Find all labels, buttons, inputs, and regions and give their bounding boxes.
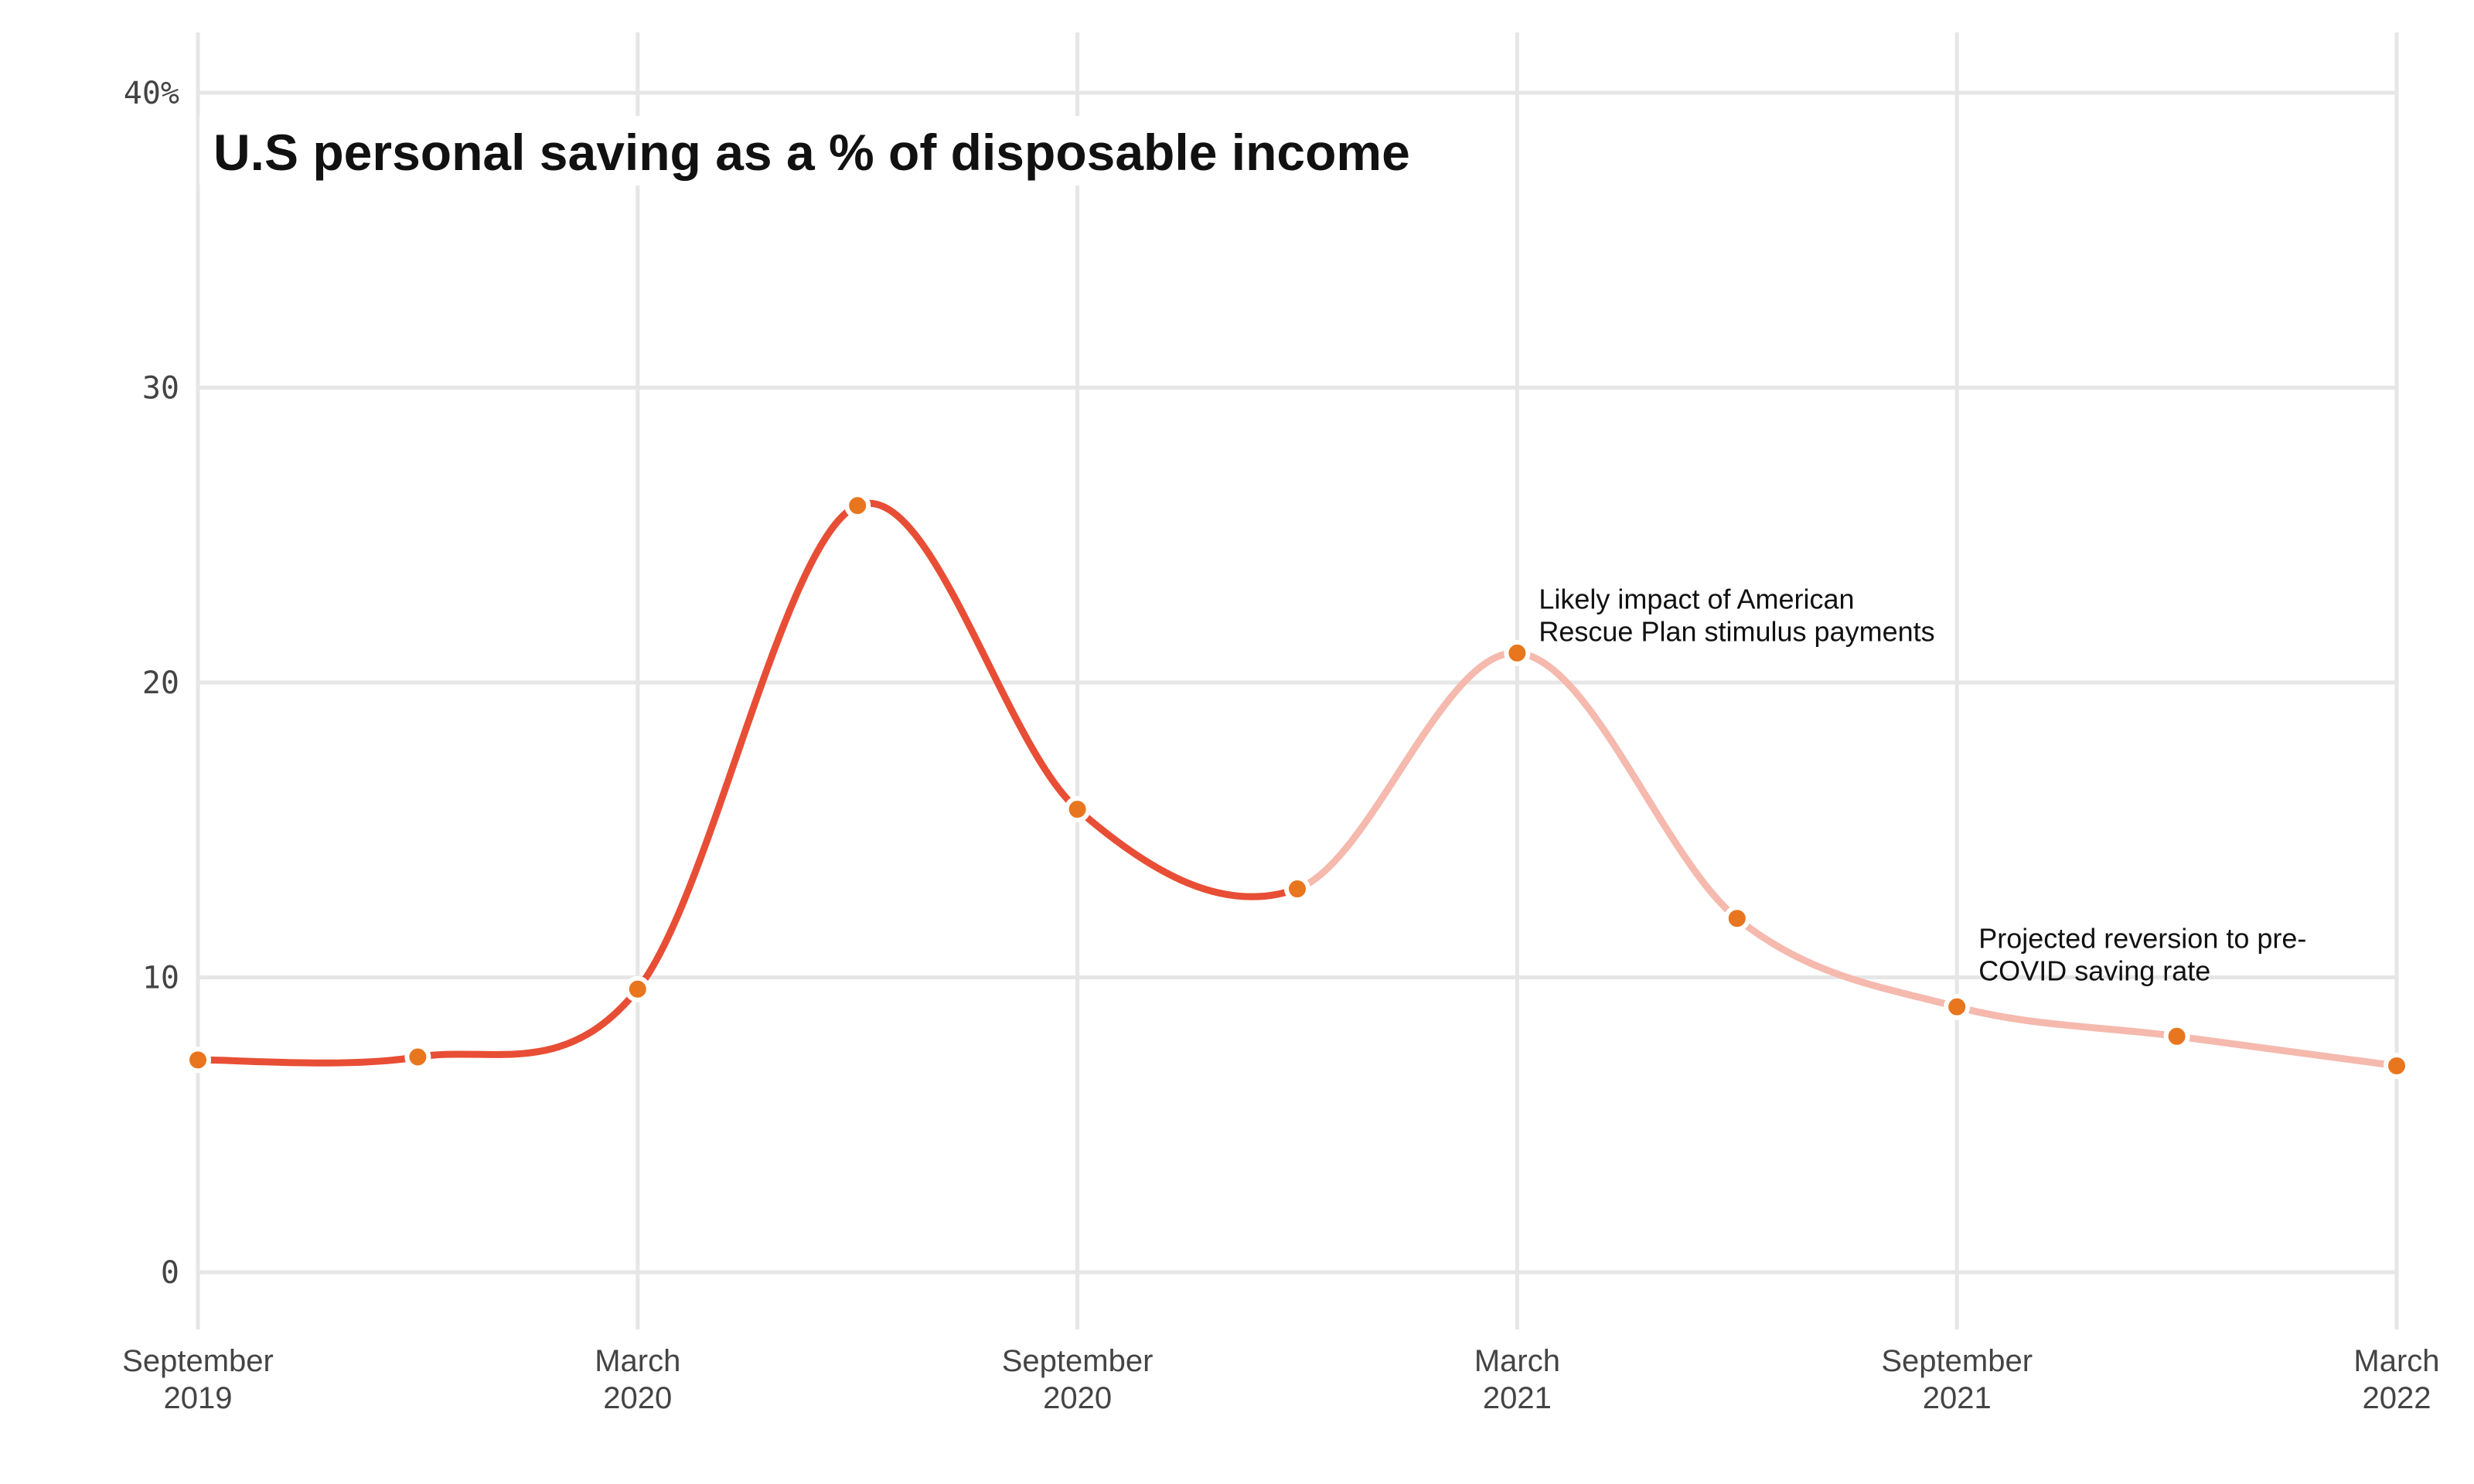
data-point [404,1043,431,1070]
x-tick-label: September 2020 [1002,1344,1154,1415]
annotation-text: Projected reversion to pre-COVID saving … [1978,922,2306,986]
x-tick-label: September 2021 [1881,1344,2033,1415]
data-point [1064,796,1091,823]
data-point [1944,993,1971,1020]
x-tick-label: March 2022 [2353,1344,2439,1415]
grid [196,32,2399,1329]
series-line-projected [1293,649,2401,1070]
annotations: Likely impact of American Rescue Plan sti… [1539,584,2306,987]
data-point [1723,905,1750,932]
x-tick-label: March 2021 [1474,1344,1560,1415]
data-points [185,492,2410,1079]
y-axis-ticks: 0 10 20 30 40% [124,76,179,1291]
annotation-text: Likely impact of American Rescue Plan sti… [1539,584,1934,648]
y-tick-label: 10 [142,961,179,996]
y-tick-label: 40% [124,76,179,111]
data-point [1284,876,1310,903]
x-tick-label: September 2019 [122,1344,274,1415]
y-tick-label: 0 [161,1255,179,1291]
data-point [624,975,651,1002]
y-tick-label: 30 [142,371,179,407]
chart-title: U.S personal saving as a % of disposable… [213,124,1410,181]
data-point [2384,1052,2410,1079]
title-background [199,116,1406,186]
data-point [844,492,871,519]
data-point [2163,1023,2190,1050]
data-point [185,1047,211,1074]
data-point [1504,639,1531,666]
y-tick-label: 20 [142,665,179,701]
x-axis-ticks: September 2019 March 2020 September 2020 March… [122,1344,2439,1415]
x-tick-label: March 2020 [595,1344,680,1415]
